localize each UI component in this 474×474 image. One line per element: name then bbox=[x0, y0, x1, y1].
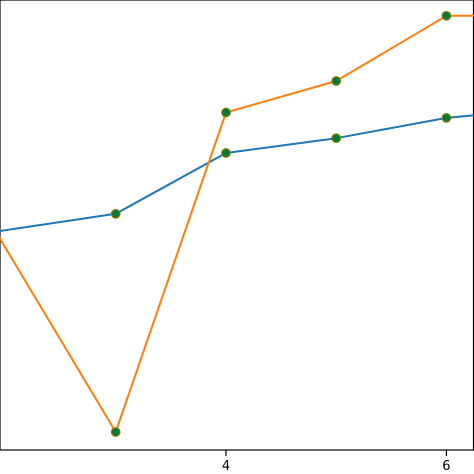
series-2-point-4 bbox=[331, 76, 342, 86]
series-1-line bbox=[0, 114, 474, 232]
series-1-point-2 bbox=[110, 208, 121, 219]
series-layer bbox=[0, 14, 474, 433]
series-1-point-4 bbox=[331, 133, 342, 144]
series-1-point-5 bbox=[441, 113, 452, 123]
marker-layer bbox=[110, 10, 452, 437]
plot-frame bbox=[0, 0, 474, 451]
series-2-point-2 bbox=[110, 427, 121, 437]
series-2-line bbox=[0, 14, 474, 433]
x-tick-label-1: 4 bbox=[222, 459, 230, 474]
series-2-point-3 bbox=[221, 107, 231, 118]
x-tick-label-2: 6 bbox=[442, 459, 450, 474]
series-2-point-5 bbox=[441, 10, 452, 21]
series-1-point-3 bbox=[221, 148, 231, 158]
